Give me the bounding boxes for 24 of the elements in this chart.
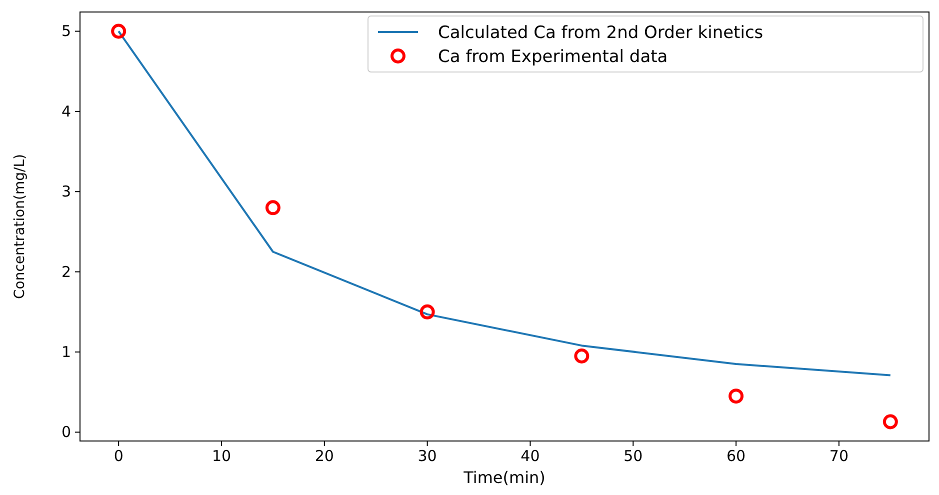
y-axis-title: Concentration(mg/L) (12, 154, 28, 300)
y-tick-label: 4 (61, 102, 71, 120)
point (420, 304, 435, 320)
x-axis-title: Time(min) (462, 468, 546, 487)
x-tick-label: 20 (314, 447, 334, 465)
y-tick-label: 2 (61, 262, 71, 281)
legend-label: Calculated Ca from 2nd Order kinetics (438, 23, 764, 43)
point (882, 414, 898, 430)
x-tick-label: 70 (829, 447, 848, 465)
x-tick-label: 30 (418, 447, 437, 465)
point (265, 200, 280, 216)
point (111, 24, 126, 39)
y-tick-label: 5 (61, 22, 71, 40)
legend-label: Ca from Experimental data (438, 47, 668, 67)
point (728, 388, 744, 404)
y-tick-label: 0 (61, 423, 71, 442)
x-tick-label: 60 (726, 447, 746, 465)
x-tick-label: 0 (114, 447, 124, 465)
y-tick-label: 3 (61, 182, 71, 201)
point (574, 348, 590, 364)
y-tick-label: 1 (61, 342, 71, 361)
x-tick-label: 50 (624, 447, 643, 465)
x-tick-label: 10 (212, 447, 232, 465)
x-tick-label: 40 (520, 447, 540, 465)
